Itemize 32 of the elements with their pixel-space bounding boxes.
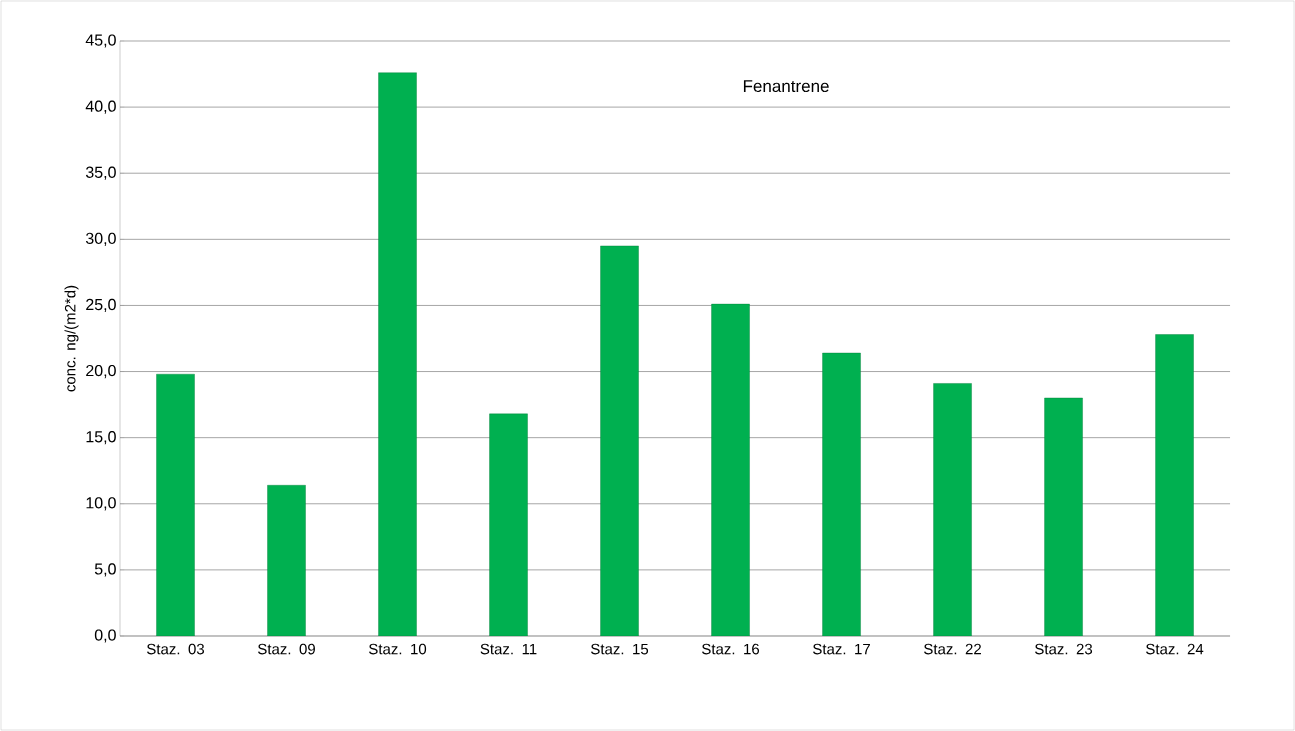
x-tick-label: Staz. 09 — [258, 643, 315, 655]
y-tick-label: 30,0 — [85, 232, 116, 246]
x-tick-label: Staz. 11 — [480, 643, 537, 655]
x-tick-label: Staz. 10 — [369, 643, 427, 655]
bar — [933, 383, 972, 636]
x-tick-label: Staz. 16 — [702, 643, 760, 655]
bar — [1155, 334, 1194, 636]
x-tick-label: Staz. 23 — [1035, 643, 1093, 655]
bar — [378, 72, 417, 636]
y-tick-label: 20,0 — [86, 364, 116, 379]
bar — [267, 485, 306, 636]
y-tick-label: 10,0 — [86, 497, 116, 511]
text: Fenantrene — [743, 80, 829, 93]
bar — [600, 245, 639, 636]
bar — [156, 374, 195, 636]
x-tick-label: Staz. 03 — [147, 643, 205, 655]
bar — [822, 352, 861, 636]
x-tick-label: Staz. 24 — [1146, 643, 1204, 655]
y-axis-title: conc. ng/(m2*d) — [64, 285, 79, 392]
bar — [1044, 397, 1083, 636]
x-tick-label: Staz. 15 — [591, 643, 649, 655]
y-tick-label: 15,0 — [86, 431, 116, 445]
bar — [711, 303, 750, 636]
x-tick-label: Staz. 22 — [924, 643, 981, 655]
y-tick-label: 40,0 — [85, 100, 116, 114]
y-tick-label: 5,0 — [94, 563, 116, 577]
bar — [489, 413, 528, 636]
y-tick-label: 0,0 — [94, 629, 116, 643]
y-tick-label: 25,0 — [86, 298, 116, 313]
x-tick-label: Staz. 17 — [813, 643, 870, 655]
y-tick-label: 35,0 — [85, 166, 116, 180]
y-tick-label: 45,0 — [85, 34, 116, 48]
